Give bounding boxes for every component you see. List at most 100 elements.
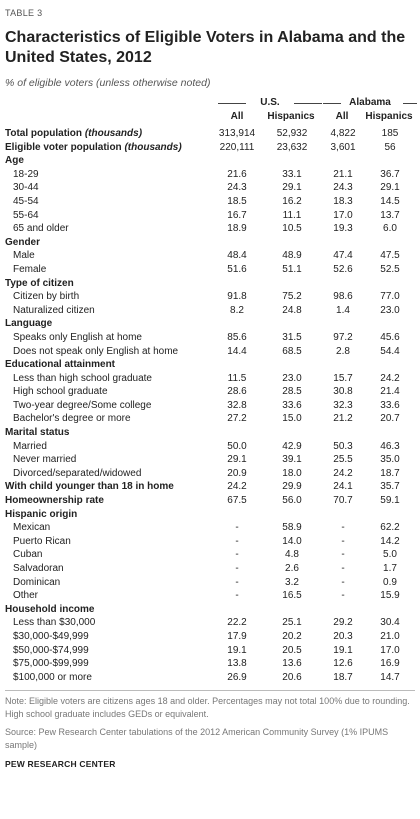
column-header-us-hispanics: Hispanics <box>267 111 315 122</box>
cell-value: 50.3 <box>333 440 353 452</box>
bold-data-row: Homeownership rate 67.5 56.0 70.7 59.1 <box>5 494 417 508</box>
cell-value: 29.9 <box>282 481 302 493</box>
row-label: Naturalized citizen <box>13 304 95 316</box>
cell-value: 52.5 <box>380 263 400 275</box>
table-label: TABLE 3 <box>5 8 43 18</box>
cell-value: 36.7 <box>380 168 400 180</box>
row-label: Less than high school graduate <box>13 372 152 384</box>
cell-value: 24.3 <box>227 182 247 194</box>
row-label: 45-54 <box>13 195 39 207</box>
cell-value: 23,632 <box>276 141 308 153</box>
table-row: Salvadoran - 2.6 - 1.7 <box>5 562 417 576</box>
cell-value: 1.7 <box>383 563 397 574</box>
cell-value: 29.2 <box>333 617 353 629</box>
cell-value: - <box>235 576 239 588</box>
cell-value: 21.6 <box>227 168 247 180</box>
cell-value: 42.9 <box>282 440 302 452</box>
cell-value: - <box>341 563 345 574</box>
row-label: 55-64 <box>13 209 39 221</box>
cell-value: 32.8 <box>227 399 247 411</box>
cell-value: 45.6 <box>380 331 400 343</box>
cell-value: 19.1 <box>333 644 353 656</box>
table-row: $50,000-$74,999 19.1 20.5 19.1 17.0 <box>5 644 417 658</box>
table-row: $75,000-$99,999 13.8 13.6 12.6 16.9 <box>5 657 417 671</box>
cell-value: 4.8 <box>285 549 299 561</box>
cell-value: 29.1 <box>227 454 247 466</box>
cell-value: 23.0 <box>380 304 400 316</box>
cell-value: 50.0 <box>227 440 247 452</box>
row-label: 18-29 <box>13 168 39 180</box>
cell-value: 15.9 <box>380 590 400 602</box>
section-row: Age <box>5 154 417 168</box>
section-heading: Household income <box>5 603 95 615</box>
table-row: Speaks only English at home 85.6 31.5 97.2 4… <box>5 331 417 345</box>
data-table: Total population (thousands) 313,914 52,93… <box>5 127 417 684</box>
cell-value: 16.5 <box>282 590 302 602</box>
row-label-text: Eligible voter population <box>5 141 122 153</box>
row-label: 30-44 <box>13 182 39 194</box>
row-label: Bachelor's degree or more <box>13 413 131 425</box>
cell-value: - <box>235 563 239 574</box>
row-label: Divorced/separated/widowed <box>13 467 142 479</box>
row-label: Total population (thousands) <box>5 127 213 141</box>
cell-value: 23.0 <box>282 372 302 384</box>
cell-value: 24.1 <box>333 481 353 493</box>
cell-value: 1.4 <box>336 304 350 316</box>
cell-value: 17.0 <box>333 209 353 221</box>
cell-value: 14.0 <box>282 535 302 547</box>
cell-value: 21.4 <box>380 386 400 398</box>
table-title: Characteristics of Eligible Voters in Al… <box>5 29 406 66</box>
section-heading: Gender <box>5 236 41 248</box>
cell-value: 51.6 <box>227 263 247 275</box>
cell-value: 20.9 <box>227 467 247 479</box>
total-row: Total population (thousands) 313,914 52,93… <box>5 127 417 141</box>
table-row: Other - 16.5 - 15.9 <box>5 589 417 603</box>
cell-value: 18.0 <box>282 467 302 479</box>
row-label: $30,000-$49,999 <box>13 630 89 642</box>
row-label: Cuban <box>13 549 43 561</box>
cell-value: 13.7 <box>380 209 400 221</box>
rows-body: Age 18-29 21.6 33.1 21.1 36.7 30-44 24.3 29.1 24.… <box>5 154 417 684</box>
cell-value: 4,822 <box>330 128 356 139</box>
column-header-al-hispanics: Hispanics <box>365 111 413 122</box>
cell-value: 8.2 <box>230 304 244 316</box>
table-source: Source: Pew Research Center tabulations … <box>5 727 389 750</box>
group-header-alabama: Alabama <box>323 97 417 108</box>
cell-value: 15.0 <box>282 413 302 425</box>
cell-value: 25.5 <box>333 454 353 466</box>
table-row: 55-64 16.7 11.1 17.0 13.7 <box>5 209 417 223</box>
cell-value: 24.3 <box>333 182 353 194</box>
cell-value: 17.9 <box>227 630 247 642</box>
column-header-al-all: All <box>335 111 349 122</box>
table-row: Cuban - 4.8 - 5.0 <box>5 548 417 562</box>
row-label: Never married <box>13 454 77 466</box>
row-label: Salvadoran <box>13 563 64 574</box>
cell-value: 85.6 <box>227 331 247 343</box>
section-heading: Age <box>5 155 24 167</box>
cell-value: 46.3 <box>380 440 400 452</box>
cell-value: 48.9 <box>282 250 302 262</box>
cell-value: 24.8 <box>282 304 302 316</box>
cell-value: 28.5 <box>282 386 302 398</box>
row-label-unit: (thousands) <box>124 141 182 153</box>
table-row: 45-54 18.5 16.2 18.3 14.5 <box>5 195 417 209</box>
section-heading: Hispanic origin <box>5 508 78 520</box>
cell-value: 98.6 <box>333 291 353 303</box>
cell-value: 75.2 <box>282 291 302 303</box>
bold-data-row: With child younger than 18 in home 24.2 29… <box>5 480 417 494</box>
row-label: Male <box>13 250 35 262</box>
cell-value: 185 <box>381 128 399 139</box>
cell-value: 16.2 <box>282 195 302 207</box>
cell-value: 35.0 <box>380 454 400 466</box>
section-row: Household income <box>5 603 417 617</box>
cell-value: 3.2 <box>285 576 299 588</box>
cell-value: 5.0 <box>383 549 397 561</box>
cell-value: 77.0 <box>380 291 400 303</box>
cell-value: 70.7 <box>333 495 353 507</box>
section-heading: Type of citizen <box>5 277 74 289</box>
cell-value: - <box>341 590 345 602</box>
cell-value: 6.0 <box>383 223 397 235</box>
cell-value: 35.7 <box>380 481 400 493</box>
cell-value: 17.0 <box>380 644 400 656</box>
section-heading: Language <box>5 318 53 330</box>
